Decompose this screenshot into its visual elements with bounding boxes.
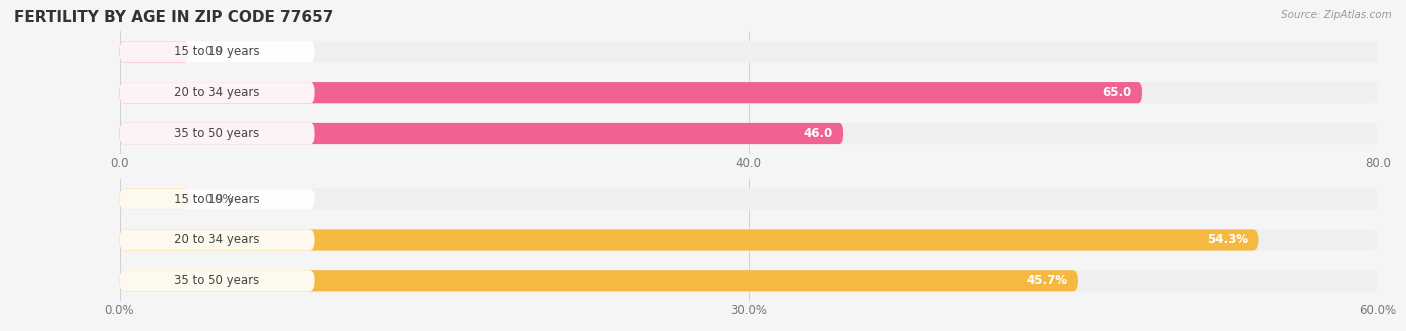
FancyBboxPatch shape [120, 123, 315, 144]
Text: Source: ZipAtlas.com: Source: ZipAtlas.com [1281, 10, 1392, 20]
Text: FERTILITY BY AGE IN ZIP CODE 77657: FERTILITY BY AGE IN ZIP CODE 77657 [14, 10, 333, 25]
FancyBboxPatch shape [120, 123, 844, 144]
Text: 46.0: 46.0 [804, 127, 832, 140]
FancyBboxPatch shape [120, 189, 1378, 210]
FancyBboxPatch shape [120, 82, 1378, 103]
FancyBboxPatch shape [120, 82, 1142, 103]
Text: 15 to 19 years: 15 to 19 years [174, 45, 260, 58]
FancyBboxPatch shape [120, 82, 315, 103]
FancyBboxPatch shape [120, 41, 188, 63]
Text: 35 to 50 years: 35 to 50 years [174, 274, 260, 287]
Text: 20 to 34 years: 20 to 34 years [174, 86, 260, 99]
FancyBboxPatch shape [120, 229, 315, 251]
FancyBboxPatch shape [120, 270, 315, 291]
FancyBboxPatch shape [120, 270, 1078, 291]
Text: 15 to 19 years: 15 to 19 years [174, 193, 260, 206]
FancyBboxPatch shape [120, 229, 1258, 251]
Text: 20 to 34 years: 20 to 34 years [174, 233, 260, 247]
Text: 0.0%: 0.0% [204, 193, 233, 206]
FancyBboxPatch shape [120, 41, 1378, 63]
Text: 45.7%: 45.7% [1026, 274, 1069, 287]
FancyBboxPatch shape [120, 229, 1378, 251]
FancyBboxPatch shape [120, 189, 315, 210]
Text: 54.3%: 54.3% [1208, 233, 1249, 247]
FancyBboxPatch shape [120, 41, 315, 63]
FancyBboxPatch shape [120, 270, 1378, 291]
FancyBboxPatch shape [120, 123, 1378, 144]
Text: 65.0: 65.0 [1102, 86, 1132, 99]
Text: 0.0: 0.0 [204, 45, 222, 58]
FancyBboxPatch shape [120, 189, 188, 210]
Text: 35 to 50 years: 35 to 50 years [174, 127, 260, 140]
